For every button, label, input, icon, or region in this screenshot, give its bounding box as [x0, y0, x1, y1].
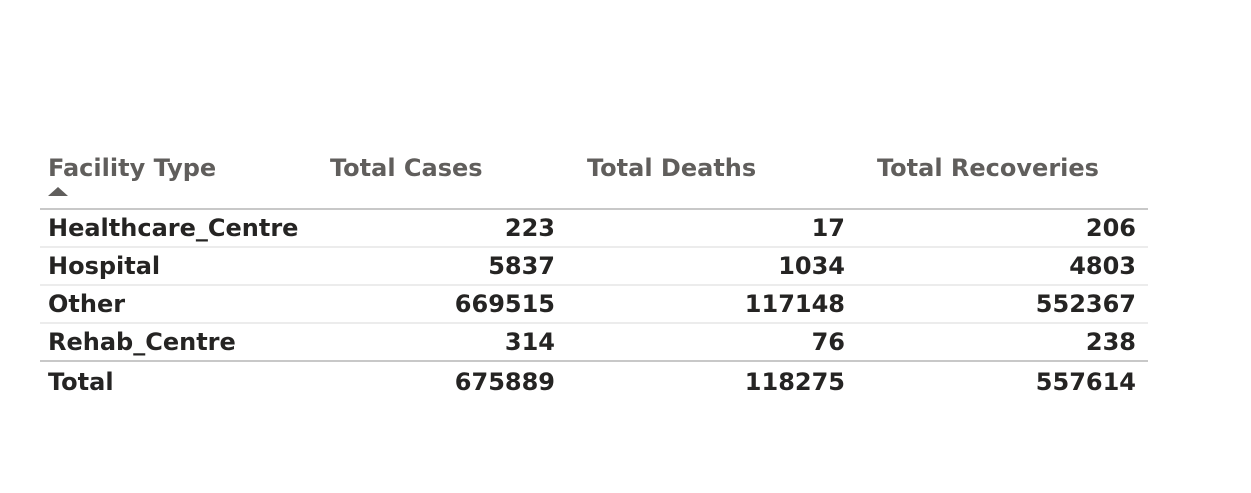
- total-recoveries-value: 557614: [1035, 368, 1136, 396]
- sort-ascending-icon[interactable]: [48, 187, 68, 196]
- column-header-total-cases[interactable]: Total Cases: [290, 148, 567, 210]
- cell-total-recoveries: 238: [857, 323, 1148, 362]
- total-cases-value: 675889: [454, 368, 555, 396]
- column-header-label: Total Cases: [330, 154, 483, 182]
- cell-total-cases: 5837: [290, 247, 567, 286]
- table-row[interactable]: Other 669515 117148 552367: [40, 285, 1148, 324]
- column-header-label: Facility Type: [48, 154, 217, 182]
- cell-total-recoveries: 206: [857, 209, 1148, 248]
- table-row[interactable]: Healthcare_Centre 223 17 206: [40, 209, 1148, 248]
- cell-total-cases: 669515: [290, 285, 567, 324]
- column-header-label: Total Deaths: [587, 154, 757, 182]
- column-header-total-deaths[interactable]: Total Deaths: [567, 148, 857, 210]
- cell-facility-type: Rehab_Centre: [40, 323, 290, 362]
- cell-total-recoveries: 4803: [857, 247, 1148, 286]
- cell-facility-type: Healthcare_Centre: [40, 209, 298, 248]
- column-header-label: Total Recoveries: [877, 154, 1099, 182]
- cell-facility-type: Other: [40, 285, 290, 324]
- table-row[interactable]: Rehab_Centre 314 76 238: [40, 323, 1148, 362]
- table-header: Facility Type Total Cases Total Deaths T…: [40, 148, 1148, 210]
- column-header-facility-type[interactable]: Facility Type: [40, 148, 290, 210]
- header-row: Facility Type Total Cases Total Deaths T…: [40, 148, 1148, 210]
- total-deaths-value: 118275: [744, 368, 845, 396]
- table-visual: Facility Type Total Cases Total Deaths T…: [40, 148, 1148, 402]
- cell-total-cases: 223: [290, 209, 567, 248]
- total-row: Total 675889 118275 557614: [40, 361, 1148, 402]
- data-table: Facility Type Total Cases Total Deaths T…: [40, 148, 1148, 402]
- cell-total-recoveries: 552367: [857, 285, 1148, 324]
- table-row[interactable]: Hospital 5837 1034 4803: [40, 247, 1148, 286]
- column-header-total-recoveries[interactable]: Total Recoveries: [857, 148, 1148, 210]
- cell-total-deaths: 17: [567, 209, 857, 248]
- total-label: Total: [48, 368, 114, 396]
- cell-total-cases: 314: [290, 323, 567, 362]
- table-footer: Total 675889 118275 557614: [40, 361, 1148, 402]
- cell-total-deaths: 1034: [567, 247, 857, 286]
- cell-facility-type: Hospital: [40, 247, 290, 286]
- cell-total-deaths: 76: [567, 323, 857, 362]
- cell-total-deaths: 117148: [567, 285, 857, 324]
- table-body: Healthcare_Centre 223 17 206 Hospital 58…: [40, 209, 1148, 362]
